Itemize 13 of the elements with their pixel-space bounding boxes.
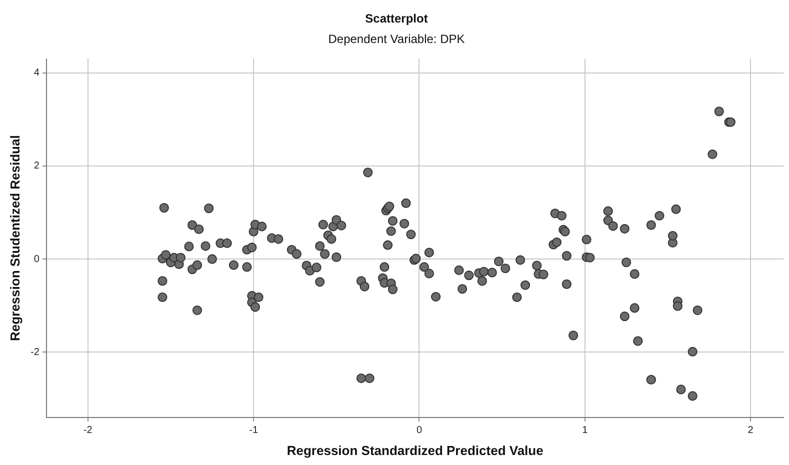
y-tick-label: 0: [34, 254, 40, 265]
y-tick-label: 4: [34, 68, 40, 79]
x-tick-label: -1: [249, 425, 258, 436]
chart-title: Scatterplot: [365, 12, 428, 26]
x-axis-title: Regression Standardized Predicted Value: [286, 442, 544, 458]
x-tick-label: 2: [748, 425, 754, 436]
chart-subtitle: Dependent Variable: DPK: [328, 32, 465, 46]
x-tick-label: 0: [416, 425, 422, 436]
y-axis-title: Regression Studentized Residual: [7, 135, 22, 342]
y-tick-label: 2: [34, 160, 40, 172]
x-tick-label: 1: [582, 425, 588, 436]
x-tick-label: -2: [83, 425, 93, 436]
y-tick-label: -2: [30, 346, 40, 358]
